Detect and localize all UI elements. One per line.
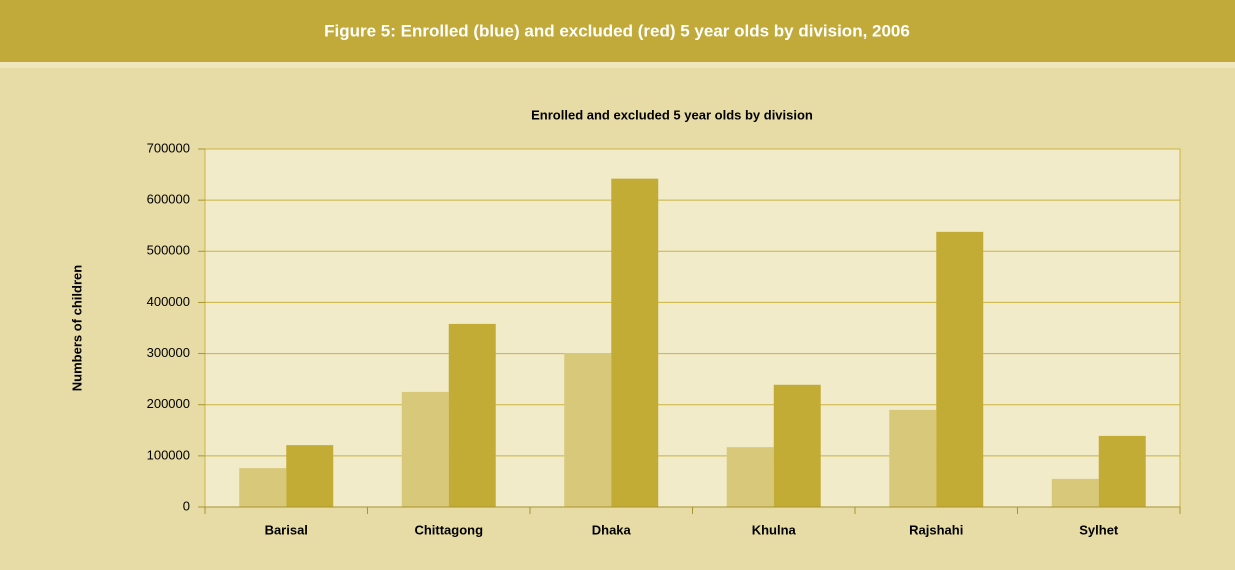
y-tick-label: 100000 [147,447,190,462]
bar [448,323,496,507]
bar [889,409,937,507]
x-tick-label: Rajshahi [909,522,963,537]
plot-area [204,148,1181,508]
bar [936,231,984,507]
y-axis-label: Numbers of children [69,265,84,391]
bar [611,178,659,508]
bar [286,445,334,507]
bar [1098,435,1146,507]
figure-title: Figure 5: Enrolled (blue) and excluded (… [324,21,910,40]
x-tick-label: Khulna [752,522,797,537]
bar [726,447,774,507]
y-tick-label: 500000 [147,243,190,258]
y-tick-label: 300000 [147,345,190,360]
bar [401,391,449,507]
header-divider [0,62,1235,68]
bar [1051,478,1099,507]
y-tick-label: 400000 [147,294,190,309]
bar [239,468,287,507]
x-tick-label: Barisal [265,522,308,537]
x-tick-label: Sylhet [1079,522,1119,537]
chart-title: Enrolled and excluded 5 year olds by div… [531,107,813,122]
x-tick-label: Dhaka [592,522,632,537]
x-tick-label: Chittagong [414,522,483,537]
y-tick-label: 200000 [147,396,190,411]
bar [773,384,821,507]
y-tick-label: 600000 [147,192,190,207]
header-bar [0,0,1235,62]
bar [564,353,612,507]
y-tick-label: 0 [183,498,190,513]
y-tick-label: 700000 [147,140,190,155]
